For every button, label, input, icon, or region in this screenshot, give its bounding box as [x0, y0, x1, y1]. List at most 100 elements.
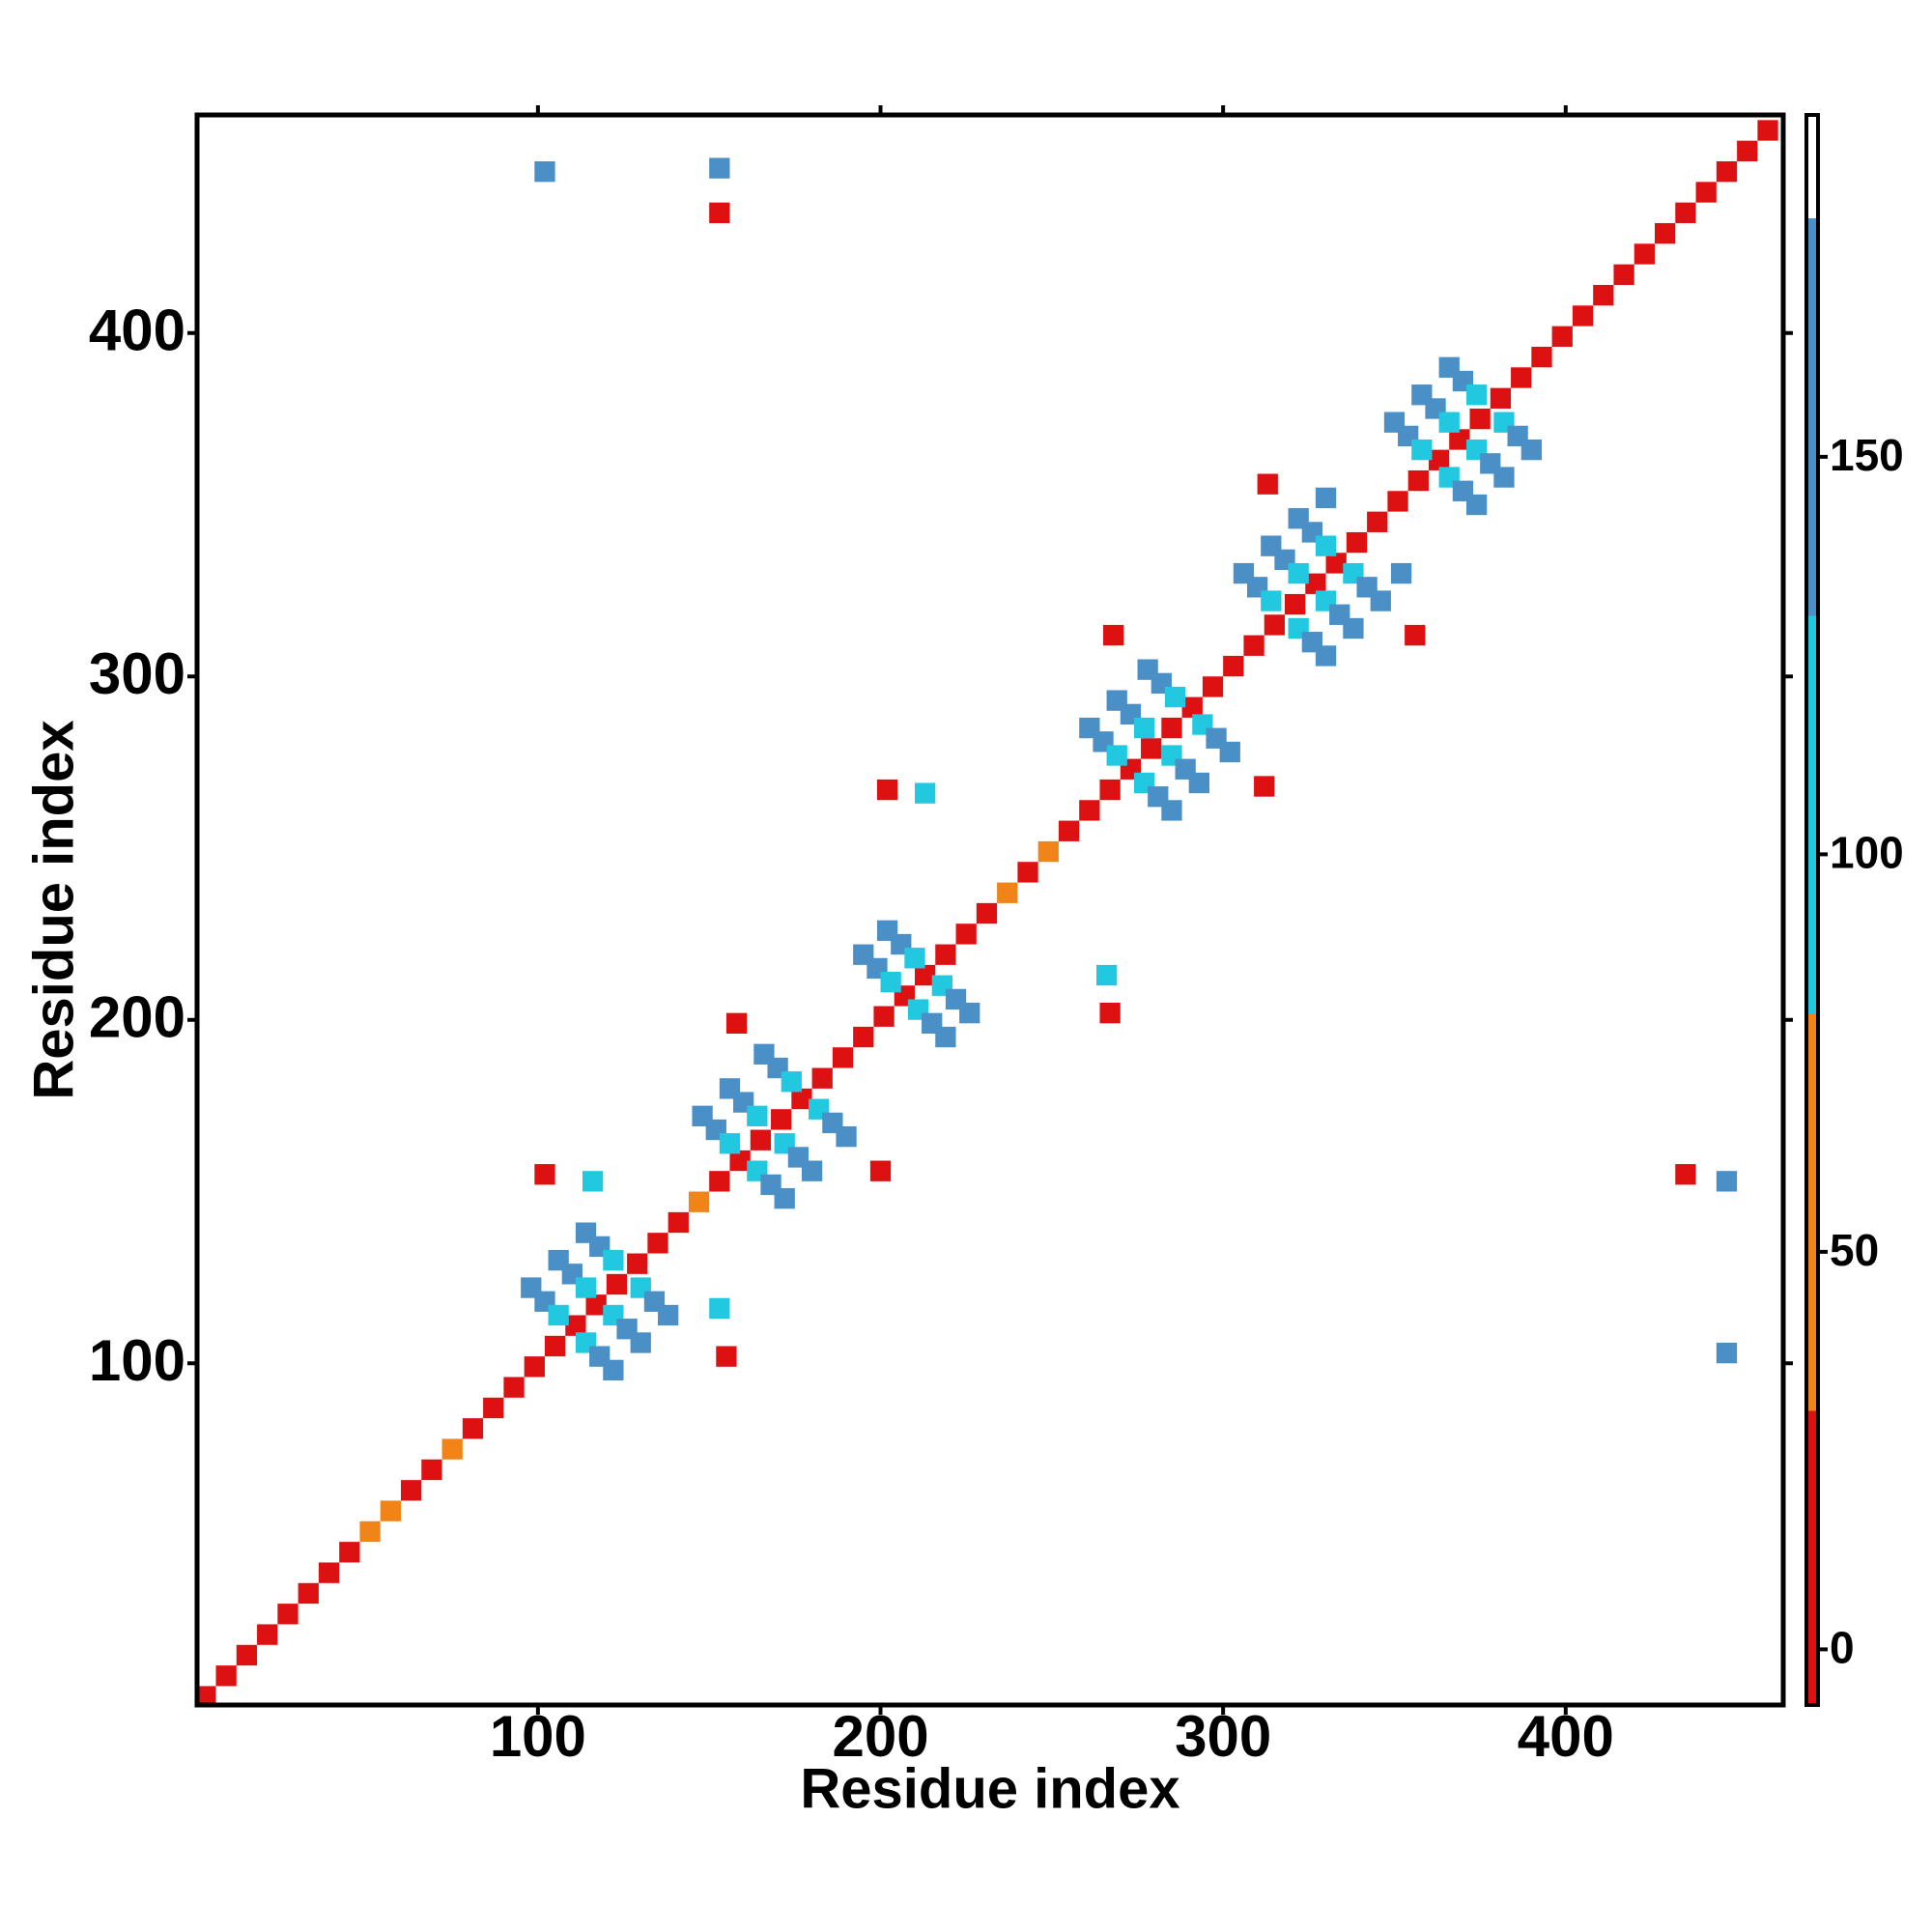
contact-cell: [421, 1459, 442, 1481]
x-tick-label: 400: [1518, 1704, 1614, 1769]
contact-cell: [1593, 284, 1614, 306]
contact-cell: [1243, 635, 1264, 656]
contact-cell: [771, 1109, 792, 1130]
contact-cell: [709, 157, 730, 179]
contact-cell: [585, 1294, 607, 1316]
contact-cell: [380, 1500, 402, 1521]
contact-cell: [627, 1253, 648, 1274]
contact-cell: [524, 1356, 545, 1378]
contact-cell: [277, 1604, 298, 1625]
y-tick-label: 100: [89, 1328, 185, 1393]
contact-cell: [359, 1520, 381, 1543]
contact-cell: [1407, 469, 1429, 492]
contact-cell: [904, 948, 925, 969]
contact-cell: [914, 964, 936, 986]
contact-cell: [1737, 140, 1758, 161]
contact-cell: [1095, 964, 1118, 986]
colorbar-segment: [1806, 1410, 1818, 1705]
contact-cell: [747, 1105, 768, 1126]
contact-cell: [548, 1304, 569, 1326]
contact-cell: [1346, 531, 1368, 554]
contact-cell: [657, 1304, 679, 1326]
contact-cell: [1716, 1342, 1738, 1364]
contact-cell: [1264, 614, 1285, 636]
contact-cell: [1133, 717, 1155, 739]
contact-cell: [1367, 511, 1388, 532]
contact-cell: [1390, 562, 1412, 584]
y-tick-label: 200: [89, 985, 185, 1050]
contact-cell: [503, 1377, 525, 1398]
plot-frame: [194, 112, 1786, 1708]
contact-cell: [1675, 1164, 1696, 1185]
contact-cell: [1099, 1002, 1121, 1024]
contact-cell: [1490, 387, 1512, 409]
contact-cell: [1655, 222, 1676, 244]
contact-cell: [1288, 562, 1309, 584]
colorbar-tick-label: 100: [1830, 828, 1904, 878]
contact-cell: [716, 1346, 737, 1367]
contact-cell: [959, 1002, 980, 1024]
contact-cell: [1223, 655, 1244, 677]
contact-cell: [1254, 776, 1275, 797]
contact-cell: [1284, 593, 1306, 615]
contact-cell: [750, 1129, 772, 1151]
contact-cell: [1428, 449, 1450, 470]
contact-cell: [1465, 494, 1488, 516]
contact-cell: [1675, 202, 1696, 223]
contact-cell: [1188, 772, 1209, 794]
contact-cell: [853, 1026, 874, 1048]
contact-cell: [914, 782, 936, 804]
x-tick-label: 300: [1175, 1704, 1271, 1769]
contact-cell: [832, 1047, 854, 1068]
contact-cell: [1511, 367, 1532, 388]
colorbar-frame: [1804, 113, 1820, 1707]
contact-cell: [876, 779, 898, 801]
contact-cell: [1315, 487, 1337, 509]
contact-cell: [1037, 840, 1059, 863]
colorbar-tick-label: 150: [1830, 430, 1904, 480]
contact-cell: [1469, 408, 1491, 430]
contact-cell: [534, 160, 555, 183]
contact-cell: [1757, 120, 1778, 141]
contact-cell: [1493, 467, 1515, 488]
contact-cell: [1343, 617, 1364, 639]
contact-cell: [1572, 305, 1594, 327]
contact-cell: [1411, 439, 1433, 461]
contact-cell: [647, 1233, 668, 1254]
colorbar-segment: [1806, 115, 1818, 218]
contact-cell: [836, 1125, 857, 1148]
contact-cell: [1315, 535, 1337, 556]
contact-cell: [1202, 676, 1224, 697]
contact-cell: [462, 1418, 484, 1439]
contact-cell: [1017, 862, 1038, 883]
y-axis-title: Residue index: [22, 720, 85, 1099]
colorbar-segment: [1806, 217, 1818, 616]
contact-cell: [544, 1335, 566, 1357]
contact-cell: [1438, 412, 1460, 433]
contact-cell: [1531, 346, 1552, 368]
colorbar-segment: [1806, 1012, 1818, 1411]
contact-cell: [197, 1686, 216, 1705]
contact-cell: [1106, 745, 1127, 766]
contact-cell: [1613, 264, 1634, 285]
y-tick-label: 300: [89, 641, 185, 706]
contact-cell: [441, 1438, 463, 1460]
contact-cell: [603, 1249, 624, 1271]
contact-cell: [1164, 686, 1186, 708]
contact-cell: [1716, 1171, 1738, 1192]
contact-cell: [318, 1562, 340, 1583]
contact-cell: [1370, 590, 1391, 611]
contact-cell: [1716, 160, 1738, 183]
x-tick-label: 200: [832, 1704, 928, 1769]
contact-cell: [880, 971, 901, 993]
contact-cell: [1161, 717, 1182, 739]
contact-cell: [935, 944, 956, 965]
contact-cell: [339, 1542, 360, 1563]
contact-cell: [1551, 326, 1573, 347]
contact-cell: [1257, 473, 1278, 495]
x-tick-label: 100: [490, 1704, 586, 1769]
colorbar-tick-label: 50: [1830, 1225, 1879, 1275]
contact-cell: [257, 1624, 278, 1645]
contact-cell: [729, 1150, 751, 1172]
y-tick-label: 400: [89, 298, 185, 363]
